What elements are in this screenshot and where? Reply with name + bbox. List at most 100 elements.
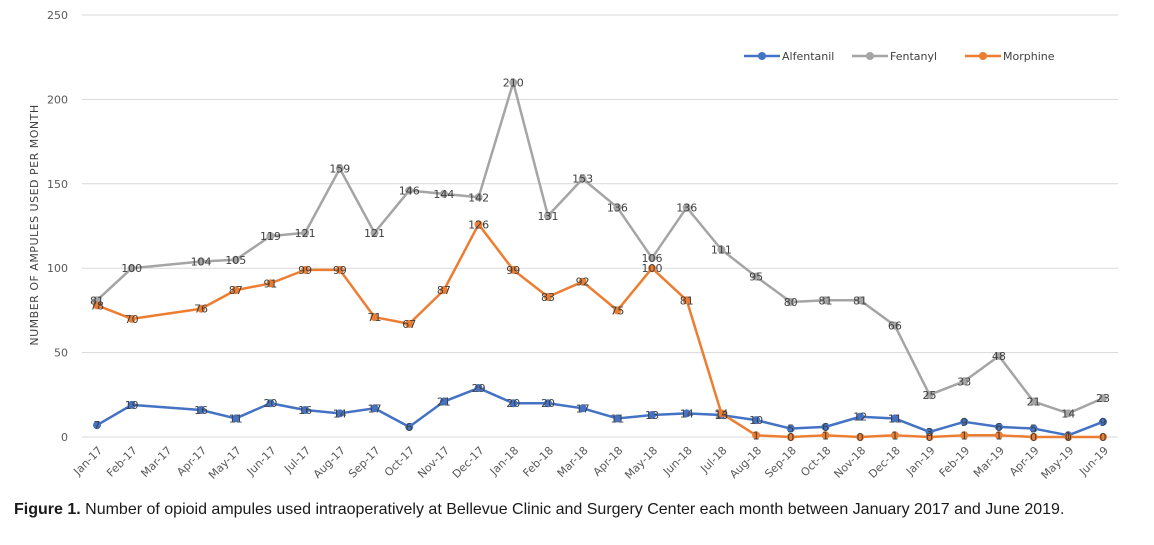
morphine-data-label: 71 bbox=[368, 311, 382, 324]
fentanyl-point bbox=[613, 203, 622, 212]
x-tick-label: Dec-18 bbox=[866, 444, 903, 481]
morphine-data-label: 99 bbox=[333, 264, 347, 277]
x-tick-label: Jun-19 bbox=[1076, 444, 1111, 479]
y-axis-ticks: 0 50 100 150 200 250 bbox=[47, 9, 68, 444]
morphine-data-label: 1 bbox=[995, 429, 1002, 442]
fentanyl-data-label: 153 bbox=[572, 173, 593, 186]
morphine-data-label: 14 bbox=[714, 407, 728, 420]
alfentanil-line bbox=[96, 386, 1104, 437]
alfentanil-point bbox=[543, 399, 552, 408]
alfentanil-point bbox=[1099, 417, 1107, 426]
morphine-point bbox=[405, 319, 414, 328]
alfentanil-data-label: 5 bbox=[1030, 423, 1037, 436]
morphine-point bbox=[1029, 433, 1038, 441]
y-tick-label: 250 bbox=[47, 9, 68, 22]
alfentanil-data-label: 13 bbox=[714, 409, 728, 422]
alfentanil-data-label: 11 bbox=[888, 412, 902, 425]
fentanyl-data-label: 81 bbox=[818, 294, 832, 307]
legend-morphine-marker bbox=[979, 52, 987, 60]
alfentanil-point bbox=[301, 405, 310, 414]
fentanyl-point bbox=[960, 377, 969, 386]
fentanyl-point bbox=[1064, 409, 1073, 418]
morphine-point bbox=[856, 433, 865, 441]
morphine-data-label: 87 bbox=[229, 284, 243, 297]
y-tick-label: 100 bbox=[47, 262, 68, 275]
fentanyl-data-label: 105 bbox=[225, 254, 246, 267]
morphine-point bbox=[266, 279, 275, 288]
morphine-data-label: 0 bbox=[1100, 431, 1107, 444]
morphine-data-label: 81 bbox=[680, 294, 694, 307]
fentanyl-data-label: 80 bbox=[784, 296, 798, 309]
fentanyl-data-label: 66 bbox=[888, 320, 902, 333]
fentanyl-point bbox=[890, 321, 899, 330]
morphine-data-label: 78 bbox=[90, 299, 104, 312]
x-tick-label: May-19 bbox=[1039, 444, 1077, 482]
x-tick-label: Jan-18 bbox=[487, 444, 522, 479]
alfentanil-data-label: 9 bbox=[1100, 416, 1107, 429]
alfentanil-point bbox=[1029, 424, 1038, 433]
alfentanil-point bbox=[439, 397, 448, 406]
x-tick-label: Dec-17 bbox=[450, 444, 487, 481]
fentanyl-data-label: 136 bbox=[607, 201, 628, 214]
fentanyl-data-label: 14 bbox=[1061, 407, 1075, 420]
x-tick-label: Jan-17 bbox=[71, 444, 106, 479]
x-tick-label: Jan-19 bbox=[903, 444, 938, 479]
x-tick-label: Jul-18 bbox=[698, 444, 730, 476]
alfentanil-point bbox=[509, 399, 518, 408]
x-tick-label: Aug-17 bbox=[311, 444, 348, 481]
alfentanil-data-label: 11 bbox=[229, 412, 243, 425]
fentanyl-data-label: 142 bbox=[468, 191, 489, 204]
morphine-data-label: 76 bbox=[194, 303, 208, 316]
morphine-point bbox=[93, 301, 101, 310]
alfentanil-data-label: 11 bbox=[610, 412, 624, 425]
alfentanil-point bbox=[93, 421, 101, 430]
figure-caption: Figure 1. Number of opioid ampules used … bbox=[14, 500, 1144, 519]
x-tick-label: Sep-18 bbox=[762, 444, 799, 481]
x-tick-label: Mar-17 bbox=[138, 444, 174, 480]
morphine-data-label: 1 bbox=[822, 429, 829, 442]
morphine-data-label: 0 bbox=[926, 431, 933, 444]
x-tick-label: Nov-18 bbox=[831, 444, 868, 481]
alfentanil-data-label: 3 bbox=[926, 426, 933, 439]
alfentanil-data-label: 6 bbox=[822, 421, 829, 434]
figure-label: Figure 1. bbox=[14, 501, 81, 518]
fentanyl-point bbox=[509, 78, 518, 87]
fentanyl-point bbox=[752, 272, 761, 281]
alfentanil-point bbox=[405, 422, 414, 431]
fentanyl-data-label: 104 bbox=[191, 255, 212, 268]
morphine-data-label: 87 bbox=[437, 284, 451, 297]
fentanyl-data-label: 48 bbox=[992, 350, 1006, 363]
x-tick-label: Sep-17 bbox=[346, 444, 383, 481]
alfentanil-point bbox=[474, 384, 483, 393]
morphine-data-label: 75 bbox=[610, 304, 624, 317]
morphine-data-label: 91 bbox=[263, 277, 277, 290]
fentanyl-point bbox=[127, 264, 136, 273]
morphine-data-label: 67 bbox=[402, 318, 416, 331]
morphine-point bbox=[752, 431, 761, 440]
morphine-data-label: 0 bbox=[1030, 431, 1037, 444]
morphine-point bbox=[231, 286, 240, 295]
morphine-point bbox=[890, 431, 899, 440]
morphine-point bbox=[370, 313, 379, 322]
alfentanil-point bbox=[231, 414, 240, 423]
morphine-point bbox=[301, 265, 310, 274]
fentanyl-point bbox=[335, 164, 344, 173]
fentanyl-point bbox=[821, 296, 830, 305]
morphine-point bbox=[717, 409, 726, 418]
fentanyl-data-label: 119 bbox=[260, 230, 281, 243]
x-tick-label: Jun-18 bbox=[660, 444, 695, 479]
fentanyl-data-label: 146 bbox=[399, 185, 420, 198]
alfentanil-point bbox=[890, 414, 899, 423]
morphine-data-label: 0 bbox=[787, 431, 794, 444]
alfentanil-point bbox=[127, 400, 136, 409]
y-tick-label: 200 bbox=[47, 93, 68, 106]
morphine-data-label: 1 bbox=[891, 429, 898, 442]
morphine-point bbox=[786, 433, 795, 441]
fentanyl-data-label: 33 bbox=[957, 375, 971, 388]
y-tick-label: 0 bbox=[61, 431, 68, 444]
alfentanil-point bbox=[370, 404, 379, 413]
alfentanil-data-label: 16 bbox=[298, 404, 312, 417]
alfentanil-data-label: 12 bbox=[853, 411, 867, 424]
caption-text: Number of opioid ampules used intraopera… bbox=[80, 501, 1065, 518]
legend-alfentanil-marker bbox=[758, 52, 766, 60]
